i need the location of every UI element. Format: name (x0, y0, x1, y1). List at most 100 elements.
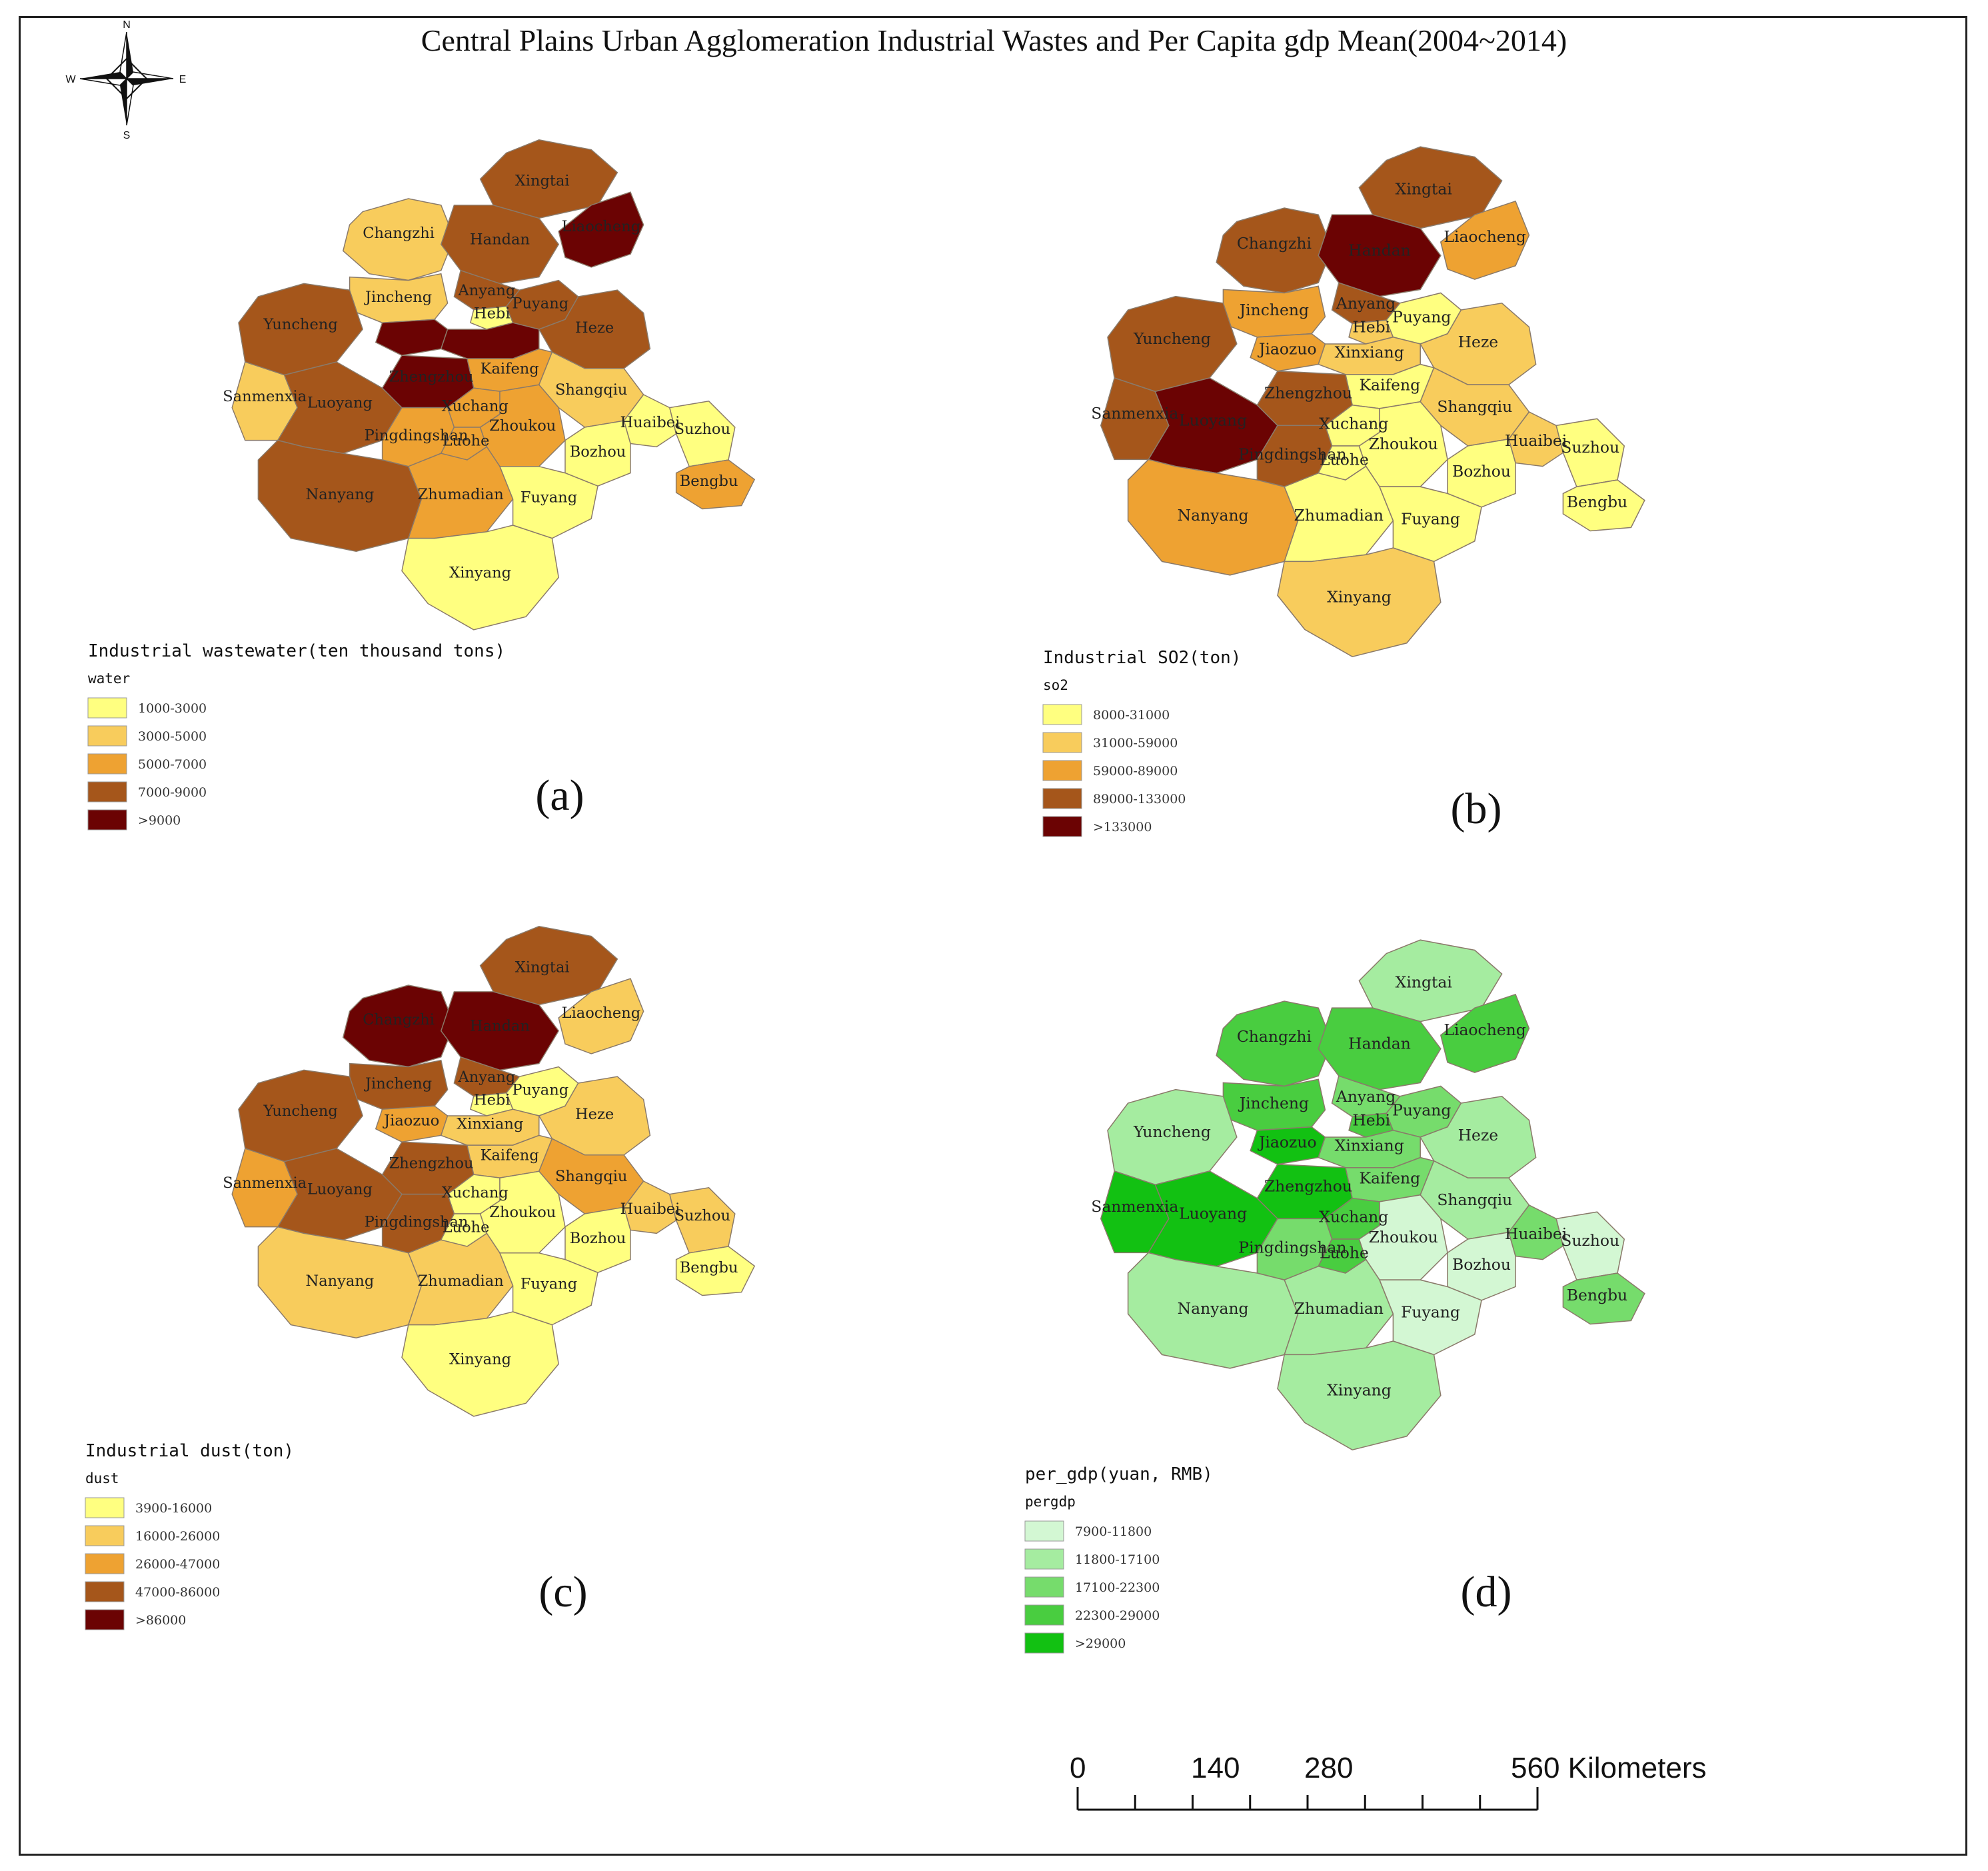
city-region-changzhi (342, 198, 455, 281)
city-label-luohe: Luohe (443, 432, 490, 449)
legend-range-label: 3900-16000 (135, 1501, 212, 1516)
city-label-zhumadian: Zhumadian (1294, 1299, 1384, 1318)
city-label-anyang: Anyang (457, 1068, 515, 1086)
city-label-pingdingshan: Pingdingshan (365, 427, 469, 445)
city-label-zhengzhou: Zhengzhou (1264, 1177, 1352, 1196)
city-label-pingdingshan: Pingdingshan (1238, 445, 1346, 463)
city-region-liaocheng (1440, 993, 1530, 1073)
city-label-zhumadian: Zhumadian (1294, 506, 1384, 525)
city-label-zhoukou: Zhoukou (489, 1204, 556, 1221)
legend-swatch (85, 1525, 125, 1546)
legend-range-label: 1000-3000 (138, 701, 207, 716)
city-label-shangqiu: Shangqiu (555, 1168, 627, 1185)
legend-title: per_gdp(yuan, RMB) (1025, 1464, 1213, 1484)
city-label-bengbu: Bengbu (1567, 1286, 1627, 1304)
city-label-xuchang: Xuchang (1319, 1208, 1388, 1226)
legend-swatch (1024, 1604, 1064, 1626)
city-label-fuyang: Fuyang (1401, 509, 1460, 528)
legend-title: Industrial wastewater(ten thousand tons) (88, 641, 505, 661)
legend-swatch (85, 1609, 125, 1630)
legend-swatch (1042, 760, 1082, 781)
compass-west-label: W (65, 74, 76, 85)
city-label-kaifeng: Kaifeng (481, 361, 539, 378)
legend-range-label: >86000 (135, 1613, 186, 1628)
city-label-suzhou: Suzhou (674, 1207, 730, 1224)
city-label-pingdingshan: Pingdingshan (365, 1214, 469, 1231)
legend-range-label: 22300-29000 (1075, 1608, 1160, 1623)
city-label-bozhou: Bozhou (570, 443, 626, 461)
city-label-yuncheng: Yuncheng (1133, 329, 1211, 348)
legend-swatch (87, 753, 127, 775)
city-label-shangqiu: Shangqiu (1437, 397, 1512, 416)
city-label-anyang: Anyang (1336, 294, 1396, 313)
city-label-zhumadian: Zhumadian (418, 1272, 504, 1290)
legend-title: Industrial SO2(ton) (1043, 648, 1241, 668)
city-label-luohe: Luohe (1320, 1244, 1369, 1262)
city-label-handan: Handan (1348, 241, 1411, 259)
legend-range-label: >29000 (1075, 1636, 1126, 1651)
city-region-handan (440, 205, 560, 285)
city-region-bengbu (675, 1246, 756, 1296)
city-label-huaibei: Huaibei (620, 1200, 680, 1218)
legend-swatch (1024, 1576, 1064, 1598)
panel-letter: (d) (1461, 1568, 1512, 1616)
city-label-suzhou: Suzhou (1561, 438, 1619, 457)
city-label-liaocheng: Liaocheng (562, 218, 641, 235)
city-label-changzhi: Changzhi (363, 1011, 435, 1028)
city-label-bozhou: Bozhou (1452, 1255, 1511, 1274)
compass-south-label: S (123, 130, 131, 141)
legend-swatch (1042, 732, 1082, 753)
city-label-zhengzhou: Zhengzhou (389, 368, 474, 385)
legend: per_gdp(yuan, RMB) pergdp 7900-11800 11800-… (1024, 1464, 1213, 1654)
choropleth-map: Xingtai Changzhi Handan Liaocheng Anyang Jinc… (1091, 939, 1645, 1451)
city-label-yuncheng: Yuncheng (263, 316, 337, 333)
city-label-heze: Heze (1458, 333, 1499, 351)
city-region-changzhi (342, 984, 455, 1068)
city-region-luoyang (1148, 377, 1278, 474)
map-panels: Xingtai Changzhi Handan Liaocheng Anyang Jinc… (85, 139, 1645, 1654)
city-label-zhengzhou: Zhengzhou (1264, 384, 1352, 403)
city-label-pingdingshan: Pingdingshan (1238, 1238, 1346, 1256)
city-label-fuyang: Fuyang (1401, 1302, 1460, 1321)
city-label-puyang: Puyang (1392, 1100, 1451, 1119)
city-region-fuyang (1378, 486, 1482, 563)
legend-range-label: 47000-86000 (135, 1585, 220, 1600)
legend-range-label: 7000-9000 (138, 785, 207, 800)
city-label-sanmenxia: Sanmenxia (1091, 1197, 1178, 1216)
city-region-bengbu (1562, 1272, 1645, 1325)
scale-bar-label: 280 (1304, 1752, 1353, 1784)
city-label-nanyang: Nanyang (1178, 1299, 1249, 1318)
city-label-luohe: Luohe (1320, 451, 1369, 469)
city-region-xinyang (401, 525, 559, 631)
city-region-bengbu (1562, 479, 1645, 532)
city-label-heze: Heze (575, 1106, 614, 1123)
legend-swatch (1024, 1632, 1064, 1654)
legend: Industrial dust(ton) dust 3900-16000 16000-… (85, 1441, 294, 1630)
legend-swatch (1024, 1548, 1064, 1570)
city-label-xingtai: Xingtai (1396, 180, 1452, 199)
city-label-hebi: Hebi (474, 1091, 510, 1108)
city-label-handan: Handan (1348, 1034, 1411, 1052)
city-label-xinxiang: Xinxiang (1335, 343, 1404, 361)
city-label-huaibei: Huaibei (620, 414, 680, 431)
city-label-shangqiu: Shangqiu (1437, 1190, 1512, 1209)
legend-swatch (85, 1581, 125, 1602)
city-label-bozhou: Bozhou (1452, 462, 1511, 481)
city-label-hebi: Hebi (1352, 1111, 1390, 1130)
city-label-xinxiang: Xinxiang (457, 1116, 523, 1133)
city-label-xinyang: Xinyang (1327, 588, 1392, 607)
city-label-fuyang: Fuyang (520, 489, 577, 507)
city-label-bengbu: Bengbu (680, 473, 738, 490)
city-region-handan (1318, 214, 1442, 297)
city-region-liaocheng (1440, 200, 1530, 280)
city-label-jiaozuo: Jiaozuo (1258, 1132, 1317, 1151)
legend-range-label: 26000-47000 (135, 1557, 220, 1572)
city-label-nanyang: Nanyang (306, 1272, 375, 1290)
figure-frame (19, 16, 1967, 1856)
legend-swatch (87, 697, 127, 719)
legend-range-label: 17100-22300 (1075, 1580, 1160, 1595)
city-label-bengbu: Bengbu (680, 1259, 738, 1276)
city-label-xinyang: Xinyang (1327, 1381, 1392, 1400)
legend-range-label: 89000-133000 (1093, 792, 1186, 807)
